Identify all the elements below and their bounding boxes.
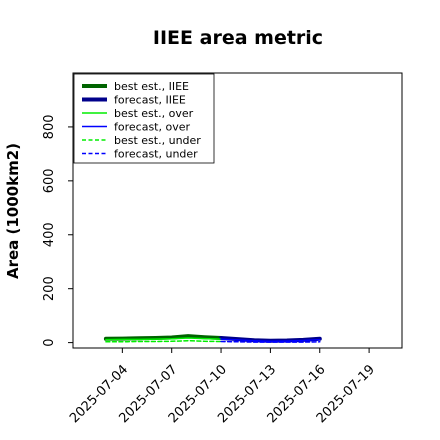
series-layer xyxy=(103,334,322,343)
legend-box xyxy=(73,73,215,164)
series-line-3 xyxy=(220,338,321,343)
y-axis: 0 200 400 600 800 xyxy=(42,115,73,347)
legend-label-4: best est., under xyxy=(114,134,201,147)
legend-label-2: best est., over xyxy=(114,107,194,120)
y-tick-label: 800 xyxy=(42,115,57,140)
y-axis-label: Area (1000km2) xyxy=(4,143,22,279)
series-line-2 xyxy=(105,337,222,341)
series-line-0 xyxy=(103,334,224,341)
series-line-5 xyxy=(220,340,321,343)
legend-label-0: best est., IIEE xyxy=(114,80,189,93)
y-tick-label: 600 xyxy=(42,168,57,193)
series-line-4 xyxy=(105,339,222,343)
legend-label-1: forecast, IIEE xyxy=(114,94,186,107)
legend-label-5: forecast, under xyxy=(114,148,198,161)
legend-label-3: forecast, over xyxy=(114,121,190,134)
y-tick-label: 0 xyxy=(42,338,57,346)
x-axis: 2025-07-042025-07-072025-07-102025-07-13… xyxy=(67,348,378,426)
y-tick-label: 200 xyxy=(42,276,57,301)
plot-frame xyxy=(72,72,403,349)
y-tick-label: 400 xyxy=(42,222,57,247)
chart-title: IIEE area metric xyxy=(153,27,323,49)
